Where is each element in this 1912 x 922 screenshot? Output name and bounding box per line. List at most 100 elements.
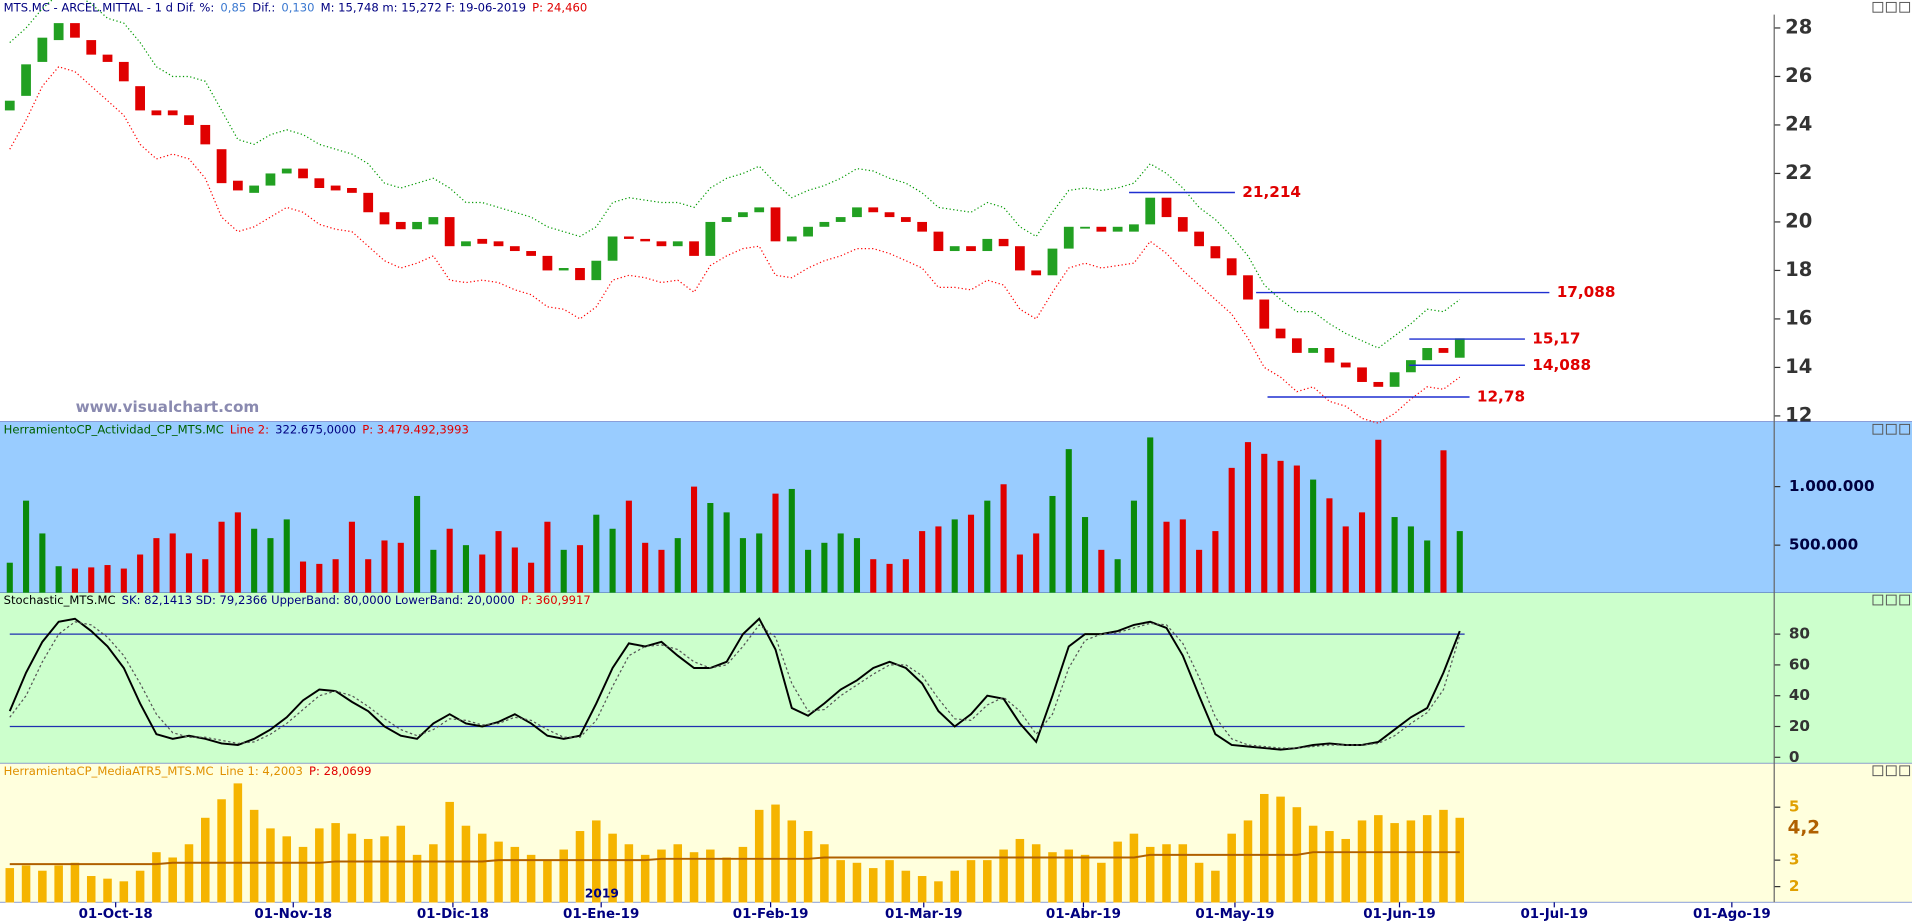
window-button [1872, 1, 1884, 13]
volume-bar [218, 521, 225, 593]
candle [1389, 372, 1400, 387]
y-tick-label: 20 [1785, 209, 1812, 232]
window-button [1872, 423, 1884, 435]
candle [591, 260, 602, 281]
candle [412, 221, 422, 230]
y-tick-label: 18 [1785, 258, 1812, 281]
y-tick-label: 60 [1789, 655, 1810, 673]
atr-bar [983, 860, 992, 903]
x-tick-label: 01-Jul-19 [1520, 907, 1588, 922]
atr-bar [1259, 793, 1269, 903]
candle [884, 212, 895, 218]
x-tick-label: 01-Ene-19 [563, 907, 639, 922]
volume-bar [967, 514, 975, 593]
header-part: 0,130 [281, 0, 314, 14]
volume-bar [1147, 437, 1154, 593]
volume-bar [1310, 479, 1317, 593]
atr-bar [249, 809, 259, 903]
atr-bar [559, 849, 568, 903]
atr-bar [412, 854, 422, 903]
candle [1096, 226, 1107, 232]
volume-bar [593, 514, 600, 593]
volume-bar [251, 528, 258, 593]
candle [1454, 338, 1465, 358]
candle [330, 185, 341, 191]
atr-bar [885, 860, 894, 903]
candle [1406, 360, 1416, 373]
volume-bar [951, 519, 958, 593]
volume-bar [1244, 442, 1252, 593]
candle [314, 178, 325, 188]
atr-bar [152, 852, 161, 903]
y-tick-label: 0 [1789, 748, 1800, 766]
volume-bar [397, 542, 404, 593]
x-tick-label: 01-Oct-18 [79, 907, 153, 922]
candle [1129, 224, 1139, 232]
volume-bar [919, 531, 926, 593]
candle [1357, 367, 1367, 382]
candle [1243, 275, 1253, 300]
header-part: P: 28,0699 [309, 763, 371, 777]
candle [1210, 246, 1221, 259]
volume-bar [1375, 439, 1382, 593]
volume-bar [1114, 559, 1121, 593]
candle [363, 192, 374, 213]
candle [298, 168, 308, 179]
candle [216, 149, 227, 184]
volume-bar [332, 559, 339, 593]
volume-bar [1163, 521, 1170, 593]
volume-bar [1049, 495, 1056, 593]
header-part: P: 3.479.492,3993 [362, 422, 469, 436]
volume-bar [1082, 517, 1089, 593]
candle [86, 40, 97, 55]
level-label: 21,214 [1242, 183, 1301, 201]
candle [1015, 246, 1025, 271]
y-tick-label: 1.000.000 [1789, 477, 1875, 495]
panel-header: HerramientaCP_MediaATR5_MTS.MC Line 1: 4,… [4, 763, 372, 777]
candle [265, 173, 276, 186]
volume-bar [430, 549, 437, 593]
candle [493, 241, 504, 247]
candle [70, 23, 80, 38]
atr-bar [54, 865, 63, 903]
atr-bar [722, 857, 731, 903]
volume-bar [739, 538, 746, 593]
atr-bar [868, 868, 878, 903]
candle [835, 217, 846, 222]
atr-bar [217, 799, 226, 903]
candle [672, 241, 683, 247]
window-button [1885, 423, 1897, 435]
candle [966, 246, 976, 252]
atr-bar [103, 878, 112, 903]
window-button [1899, 594, 1911, 606]
volume-bar [674, 538, 681, 593]
atr-bar [1357, 820, 1367, 903]
volume-bar [1326, 498, 1333, 593]
candle [640, 238, 651, 242]
volume-bar [853, 538, 861, 593]
x-tick-label: 01-Feb-19 [733, 907, 809, 922]
candle [1324, 348, 1335, 363]
volume-bar [365, 559, 372, 593]
volume-bar [55, 566, 62, 593]
candle [656, 241, 667, 247]
atr-bar [689, 852, 699, 903]
candle [1275, 328, 1286, 339]
window-button [1899, 423, 1911, 435]
y-tick-label: 28 [1785, 15, 1812, 38]
candle [4, 100, 15, 111]
volume-bar [544, 521, 551, 593]
year-label: 2019 [585, 886, 619, 900]
atr-bar [706, 849, 715, 903]
atr-bar [168, 857, 177, 903]
volume-bar [381, 540, 388, 593]
atr-bar [363, 838, 373, 903]
candle [721, 217, 732, 222]
candle [1080, 226, 1090, 229]
atr-bar [494, 841, 503, 903]
volume-bar [299, 561, 307, 593]
volume-bar [1440, 450, 1447, 593]
volume-bar [414, 495, 421, 593]
atr-bar [608, 833, 617, 903]
